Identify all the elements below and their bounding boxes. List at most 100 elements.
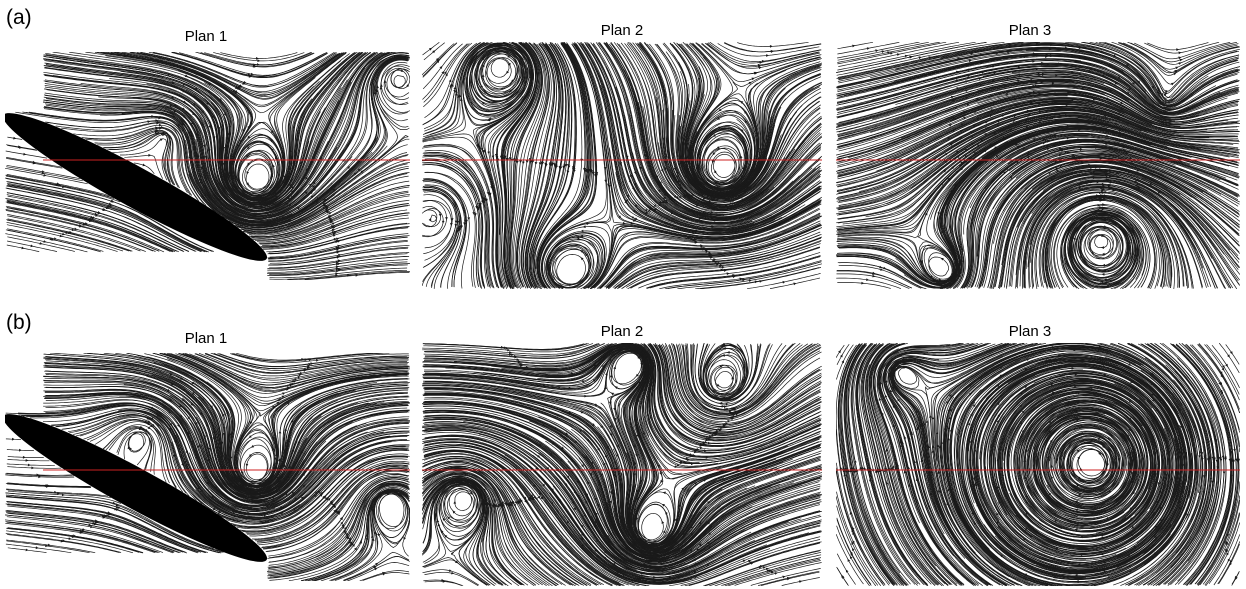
flow-direction-arrow [488, 192, 492, 196]
flow-direction-arrow [716, 383, 720, 387]
flow-direction-arrow [1101, 527, 1105, 531]
streamline [588, 43, 821, 228]
streamline [467, 348, 650, 526]
flow-direction-arrow [1235, 575, 1238, 580]
streamline [865, 364, 946, 585]
flow-direction-arrow [642, 432, 645, 436]
streamline [619, 455, 822, 554]
flow-direction-arrow [660, 479, 663, 484]
flow-direction-arrow [958, 244, 962, 248]
flow-direction-arrow [443, 71, 447, 75]
flow-direction-arrow [507, 348, 511, 352]
flow-direction-arrow [947, 137, 951, 140]
flow-direction-arrow [956, 142, 961, 145]
flow-direction-arrow [719, 263, 723, 267]
flow-direction-arrow [400, 69, 404, 72]
flow-direction-arrow [1054, 519, 1058, 523]
flow-direction-arrow [956, 150, 960, 154]
streamline [724, 42, 822, 53]
flow-direction-arrow [748, 81, 752, 85]
flow-direction-arrow [155, 132, 159, 136]
flow-direction-arrow [1025, 511, 1029, 515]
flow-direction-arrow [340, 521, 344, 525]
streamline [989, 375, 1174, 554]
flow-direction-arrow [441, 578, 445, 582]
streamline [1006, 386, 1164, 541]
flow-direction-arrow [793, 282, 797, 286]
flow-direction-arrow [681, 487, 685, 491]
flow-direction-arrow [115, 503, 119, 507]
streamline [7, 505, 199, 554]
streamline [837, 42, 920, 59]
streamline [1028, 183, 1185, 288]
flow-direction-arrow [542, 483, 546, 487]
flow-direction-arrow [907, 466, 911, 470]
flow-direction-arrow [230, 189, 234, 193]
flow-direction-arrow [782, 280, 786, 284]
flow-direction-arrow [551, 488, 554, 492]
flow-direction-arrow [454, 92, 458, 96]
flow-direction-arrow [96, 520, 100, 523]
streamline [682, 42, 822, 193]
streamline [889, 358, 1008, 586]
streamline [422, 438, 767, 583]
streamlines [836, 343, 1240, 586]
flow-direction-arrow [1001, 473, 1005, 477]
flow-direction-arrow [996, 512, 999, 516]
streamline [684, 343, 819, 415]
flow-direction-arrow [480, 84, 484, 88]
streamline [1053, 430, 1122, 499]
flow-direction-arrow [494, 154, 498, 157]
flow-direction-arrow [881, 50, 885, 53]
streamline [423, 450, 621, 586]
flow-direction-arrow [636, 434, 639, 438]
flow-direction-arrow [689, 454, 693, 457]
flow-direction-arrow [1101, 188, 1105, 192]
flow-direction-arrow [256, 57, 259, 60]
streamline [1128, 343, 1210, 586]
flow-direction-arrow [246, 516, 250, 520]
flow-direction-arrow [428, 217, 432, 221]
flow-direction-arrow [726, 351, 730, 354]
streamline [423, 387, 747, 554]
flow-direction-arrow [958, 261, 962, 265]
flow-direction-arrow [535, 497, 538, 501]
streamline [634, 343, 821, 465]
streamline [185, 391, 409, 494]
flow-direction-arrow [580, 257, 584, 261]
streamline [6, 504, 198, 553]
panel-title-a-plan1: Plan 1 [184, 28, 228, 45]
streamline [591, 343, 820, 546]
flow-direction-arrow [524, 499, 527, 503]
flow-direction-arrow [1051, 501, 1055, 504]
flow-direction-arrow [852, 540, 855, 544]
flow-direction-arrow [1102, 470, 1106, 474]
streamline [868, 343, 953, 586]
flow-direction-arrow [566, 170, 570, 174]
flow-direction-arrow [719, 364, 723, 368]
flow-direction-arrow [248, 435, 252, 438]
flow-direction-arrow [11, 437, 15, 441]
flow-direction-arrow [1048, 171, 1052, 175]
flow-direction-arrow [782, 575, 786, 579]
flow-direction-arrow [336, 247, 340, 251]
streamline [130, 52, 343, 99]
flow-direction-arrow [1157, 190, 1161, 194]
flow-direction-arrow [872, 274, 876, 278]
flow-direction-arrow [1178, 56, 1182, 60]
flow-direction-arrow [477, 208, 480, 212]
flow-direction-arrow [445, 217, 448, 221]
flow-direction-arrow [662, 491, 666, 495]
flow-direction-arrow [583, 167, 587, 171]
flow-direction-arrow [84, 222, 88, 225]
flow-direction-arrow [947, 437, 950, 441]
streamline [1183, 345, 1239, 585]
flow-direction-arrow [291, 382, 295, 386]
flow-direction-arrow [345, 535, 349, 539]
flow-direction-arrow [967, 422, 971, 426]
streamline [1000, 167, 1168, 288]
flow-direction-arrow [706, 195, 710, 198]
streamline [836, 269, 912, 289]
streamline [611, 47, 822, 216]
streamline [1157, 352, 1219, 586]
